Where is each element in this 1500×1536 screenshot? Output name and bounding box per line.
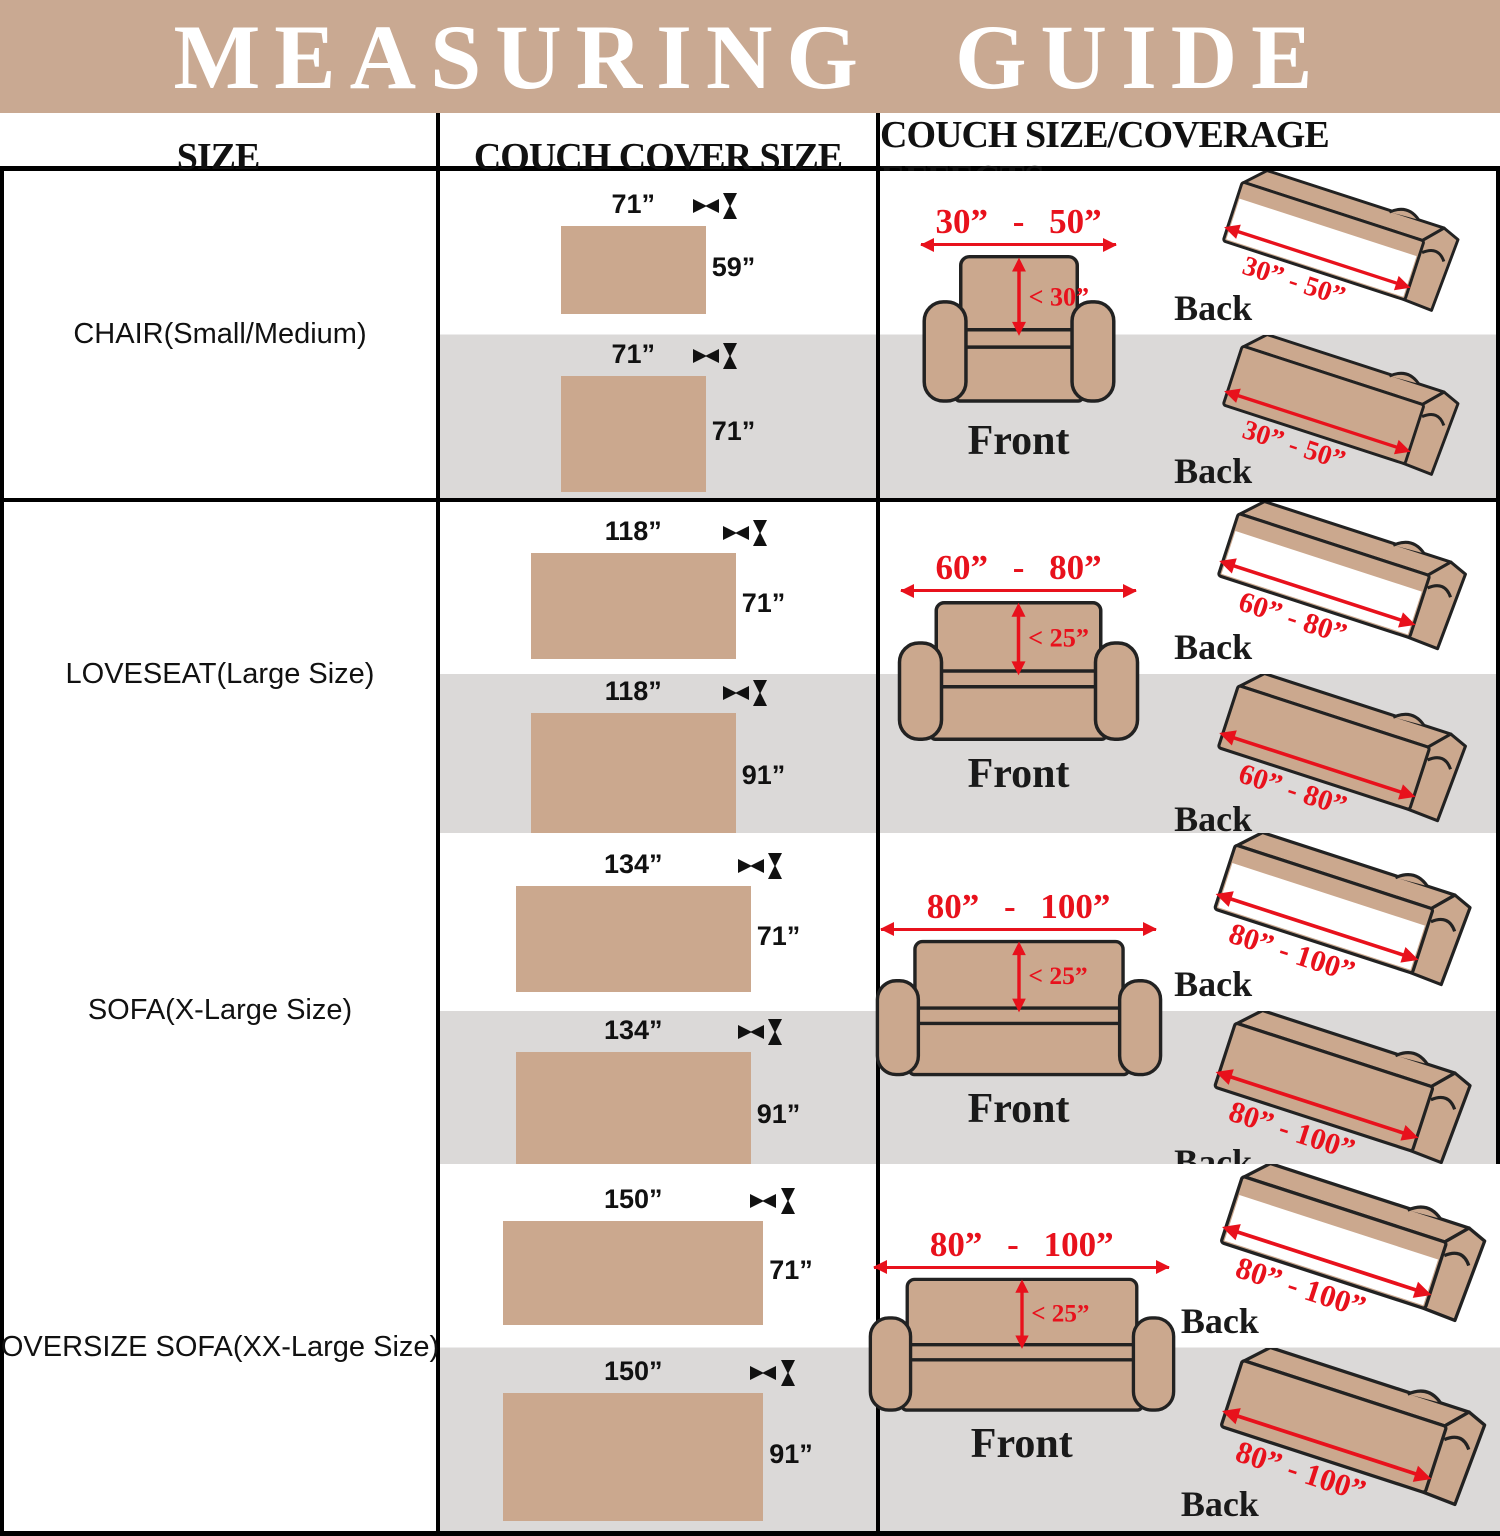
front-oversize-sofa-illustration: < 25” [867,1271,1177,1418]
cover-rectangle [516,886,751,992]
size-cell: OVERSIZE SOFA(XX-Large Size) [0,1164,440,1536]
front-width-arrow [901,589,1136,592]
front-sofa-illustration: < 25” [874,933,1164,1083]
back-view-partial: 30” - 50” Back [1157,171,1496,335]
cover-rectangle [561,226,706,314]
front-view-block: 80” - 100” < 25” Front [880,833,1157,1189]
front-caption: Front [968,1085,1070,1133]
table-row: SOFA(X-Large Size) 134” 71” 134” 91 [0,833,1500,1164]
title-band: MEASURING GUIDE [0,0,1500,113]
cover-width-label: 134” [604,1017,663,1044]
cover-height-label: 71” [769,1257,813,1284]
front-chair-illustration: < 30” [919,248,1119,415]
back-views-block: 80” - 100” Back 80” - 100” Back [1157,833,1496,1189]
cover-width-label: 118” [605,518,662,545]
size-label: OVERSIZE SOFA(XX-Large Size) [1,1331,439,1364]
back-view-full: 80” - 100” Back [1164,1348,1500,1532]
table-row: LOVESEAT(Large Size) 118” 71” 118” [0,502,1500,833]
size-label: SOFA(X-Large Size) [88,994,352,1027]
front-caption: Front [971,1420,1073,1468]
front-width-arrow [874,1266,1169,1269]
cover-height-label: 91” [769,1441,813,1468]
cover-diagram: 71” 71” [561,341,756,492]
back-caption: Back [1181,1483,1259,1525]
cover-height-label: 59” [712,254,756,281]
front-width-arrow [881,928,1156,931]
front-width-range: 30” - 50” [936,204,1102,239]
front-view-block: 30” - 50” < 30” Front [880,171,1157,498]
back-view-full: 60” - 80” Back [1157,674,1496,846]
cover-diagram: 118” 91” [531,678,786,843]
size-cell: SOFA(X-Large Size) [0,833,440,1193]
back-views-block: 30” - 50” Back 30” - 50” Back [1157,171,1496,498]
table-row: OVERSIZE SOFA(XX-Large Size) 150” 71” 15… [0,1164,1500,1495]
size-label: CHAIR(Small/Medium) [73,318,366,351]
cover-rectangle [531,713,736,843]
coverage-cell: 60” - 80” < 25” Front 60” - 80” Back [880,502,1500,850]
front-width-arrow [921,243,1116,246]
back-caption: Back [1174,287,1252,329]
cover-rectangle [516,1052,751,1182]
back-views-block: 60” - 80” Back 60” - 80” Back [1157,502,1496,846]
front-height-limit: < 30” [1028,282,1088,311]
cover-width-label: 150” [604,1358,663,1385]
coverage-cell: 80” - 100” < 25” Front 80” - 100” Back [880,1164,1500,1536]
front-view-block: 60” - 80” < 25” Front [880,502,1157,846]
cover-rectangle [531,553,736,659]
back-caption: Back [1181,1300,1259,1342]
cover-rectangle [503,1221,763,1325]
cover-rectangle [561,376,706,492]
cover-size-cell: 118” 71” 118” 91” [440,502,880,850]
cover-size-cell: 150” 71” 150” 91” [440,1164,880,1536]
back-views-block: 80” - 100” Back 80” - 100” Back [1164,1164,1500,1531]
cover-width-label: 118” [605,678,662,705]
front-loveseat-illustration: < 25” [896,594,1141,748]
table-row: CHAIR(Small/Medium) 71” 59” 71” 71” [0,171,1500,502]
size-cell: CHAIR(Small/Medium) [0,171,440,502]
size-label: LOVESEAT(Large Size) [66,658,375,691]
front-width-range: 60” - 80” [936,550,1102,585]
size-cell: LOVESEAT(Large Size) [0,502,440,850]
cover-height-label: 71” [742,590,786,617]
cover-width-label: 134” [604,851,663,878]
cover-width-label: 71” [611,341,655,368]
front-height-limit: < 25” [1031,1300,1089,1327]
back-caption: Back [1174,450,1252,492]
cover-rectangle [503,1393,763,1521]
cover-height-label: 91” [742,762,786,789]
cover-height-label: 71” [757,923,801,950]
table-header-row: SIZE COUCH COVER SIZE COUCH SIZE/COVERAG… [0,113,1500,171]
front-caption: Front [968,750,1070,798]
cover-diagram: 118” 71” [531,518,786,659]
back-view-partial: 80” - 100” Back [1157,833,1496,1011]
page-title: MEASURING GUIDE [173,11,1326,103]
cover-diagram: 71” 59” [561,191,756,314]
cover-diagram: 134” 71” [516,851,801,992]
back-view-partial: 80” - 100” Back [1164,1164,1500,1348]
back-view-full: 80” - 100” Back [1157,1011,1496,1189]
cover-height-label: 71” [712,418,756,445]
back-caption: Back [1174,963,1252,1005]
back-view-partial: 60” - 80” Back [1157,502,1496,674]
front-width-range: 80” - 100” [930,1227,1114,1262]
front-width-range: 80” - 100” [927,889,1111,924]
cover-width-label: 150” [604,1186,663,1213]
measuring-guide-infographic: { "title": "MEASURING GUIDE", "columns":… [0,0,1500,1500]
cover-diagram: 150” 91” [503,1358,813,1521]
cover-width-label: 71” [611,191,655,218]
cover-diagram: 134” 91” [516,1017,801,1182]
cover-diagram: 150” 71” [503,1186,813,1325]
cover-size-cell: 134” 71” 134” 91” [440,833,880,1193]
back-view-full: 30” - 50” Back [1157,335,1496,499]
coverage-cell: 30” - 50” < 30” Front 30” - 50” Back [880,171,1500,502]
back-caption: Back [1174,626,1252,668]
front-height-limit: < 25” [1028,961,1087,990]
cover-height-label: 91” [757,1101,801,1128]
front-view-block: 80” - 100” < 25” Front [880,1164,1164,1531]
front-caption: Front [968,417,1070,465]
front-height-limit: < 25” [1028,624,1089,653]
coverage-cell: 80” - 100” < 25” Front 80” - 100” Back [880,833,1500,1193]
cover-size-cell: 71” 59” 71” 71” [440,171,880,502]
